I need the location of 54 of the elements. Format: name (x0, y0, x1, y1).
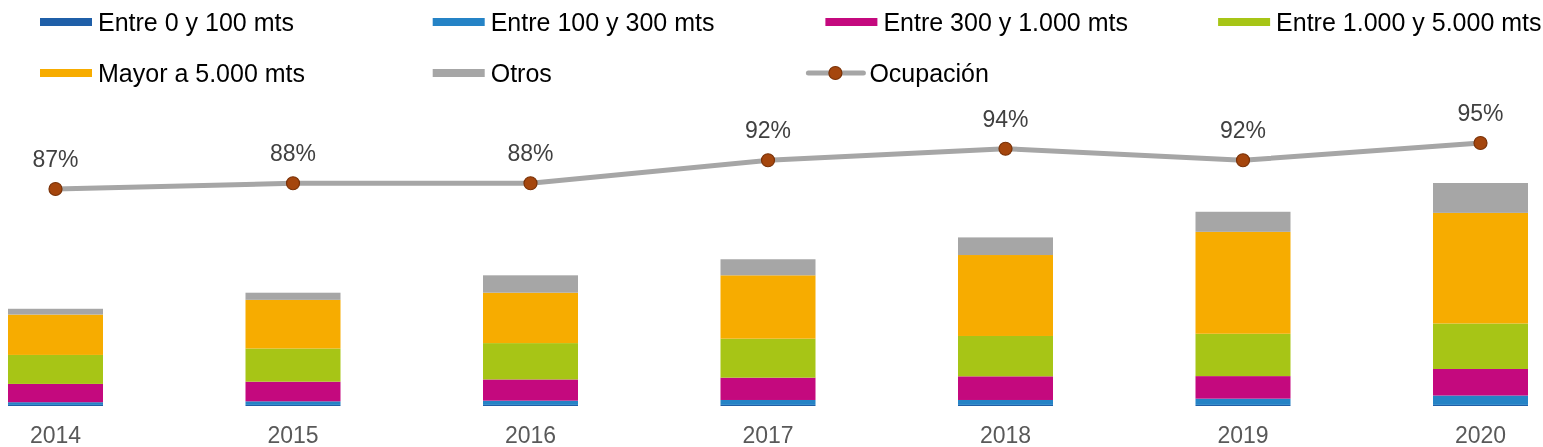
bar (483, 379, 578, 401)
bar (720, 338, 816, 378)
data-label: 88% (269, 140, 317, 167)
legend-label: Otros (490, 59, 552, 87)
bar (245, 381, 341, 402)
legend-label: Entre 0 y 100 mts (98, 8, 294, 36)
legend-label: Ocupación (869, 59, 989, 87)
legend-label: Entre 1.000 y 5.000 mts (1276, 8, 1542, 36)
x-tick-label: 2016 (504, 422, 557, 447)
bar (483, 343, 578, 380)
bar (245, 348, 341, 382)
x-tick-label: 2020 (1454, 422, 1507, 447)
bar (958, 376, 1053, 400)
data-label: 95% (1457, 100, 1504, 126)
bar (1433, 212, 1528, 324)
bar (245, 299, 341, 349)
data-label: 92% (744, 117, 792, 144)
data-label: 88% (507, 140, 554, 167)
legend-label: Mayor a 5.000 mts (98, 59, 306, 87)
bar (958, 399, 1053, 405)
bar (958, 237, 1053, 256)
data-label: 87% (32, 146, 79, 172)
x-tick-label: 2015 (267, 422, 319, 447)
bar (958, 255, 1053, 336)
data-label: 92% (1219, 117, 1267, 144)
bar (1433, 323, 1528, 369)
bar (8, 354, 103, 384)
bar (1195, 398, 1291, 405)
bar (8, 308, 103, 315)
bar (1433, 183, 1528, 213)
bar (8, 314, 103, 355)
bar (483, 292, 578, 344)
x-tick-label: 2019 (1217, 422, 1269, 447)
bar (1195, 231, 1291, 334)
bar (720, 399, 816, 405)
bar (245, 292, 341, 300)
bar (1195, 376, 1291, 399)
bar (1433, 395, 1528, 405)
bar (958, 335, 1053, 377)
bar (483, 275, 578, 293)
bar (483, 400, 578, 405)
bar (8, 383, 103, 403)
legend-label: Entre 100 y 300 mts (490, 8, 715, 36)
bar (1433, 368, 1528, 396)
bar (1195, 333, 1291, 377)
bar (1195, 211, 1291, 232)
x-tick-label: 2017 (742, 422, 794, 447)
bar (720, 259, 816, 276)
bar (720, 275, 816, 339)
data-label: 94% (982, 105, 1029, 132)
x-tick-label: 2014 (29, 422, 82, 447)
legend-label: Entre 300 y 1.000 mts (883, 8, 1128, 36)
x-tick-label: 2018 (979, 422, 1032, 447)
bar (720, 377, 816, 400)
